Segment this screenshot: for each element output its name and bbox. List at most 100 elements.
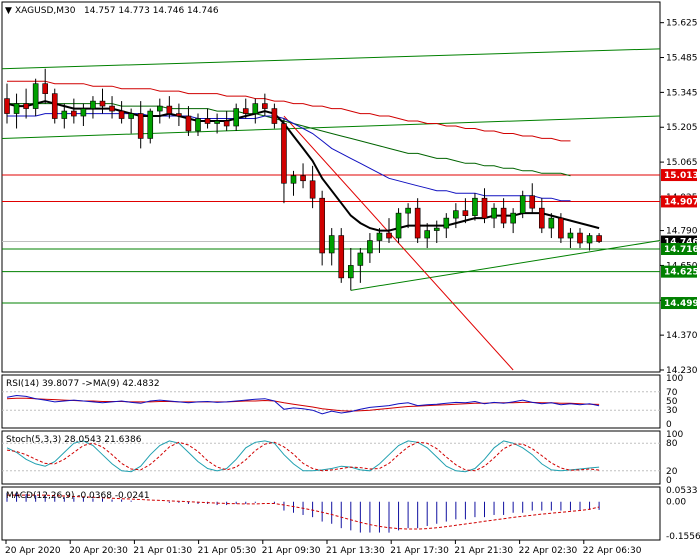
candle-body[interactable] (71, 110, 77, 117)
candle-body[interactable] (481, 197, 488, 219)
candle-body[interactable] (357, 252, 364, 266)
candle-body[interactable] (433, 227, 440, 231)
candle-body[interactable] (472, 197, 478, 216)
candle-body[interactable] (262, 103, 268, 109)
candle-body[interactable] (376, 232, 383, 241)
candle-body[interactable] (500, 207, 507, 224)
candle-body[interactable] (510, 212, 516, 224)
candle-body[interactable] (137, 113, 144, 139)
mid-trendline (1, 115, 661, 139)
candle-body[interactable] (252, 103, 259, 114)
symbol-label: XAGUSD,M30 (15, 6, 76, 16)
candle-body[interactable] (548, 217, 555, 229)
level-badge (661, 169, 697, 182)
candle-body[interactable] (558, 217, 564, 239)
price-axis-label: 14.790 (666, 227, 698, 237)
candle-body[interactable] (214, 120, 220, 124)
candle-body[interactable] (32, 83, 39, 109)
candle-body[interactable] (13, 103, 20, 114)
candle-body[interactable] (319, 197, 325, 254)
candle-body[interactable] (443, 217, 450, 229)
macd-signal-line (7, 494, 600, 530)
candle-body[interactable] (414, 207, 421, 239)
candle-body[interactable] (367, 240, 373, 254)
candle-body[interactable] (166, 105, 173, 114)
macd-axis-label: 0.00 (666, 498, 686, 508)
candle-body[interactable] (281, 123, 287, 184)
candle-body[interactable] (157, 105, 163, 112)
candle-body[interactable] (118, 110, 125, 119)
candle-body[interactable] (204, 118, 211, 124)
candle-body[interactable] (242, 108, 249, 114)
time-axis-label: 22 Apr 02:30 (519, 546, 578, 556)
falling-trendline (283, 115, 514, 371)
candle-body[interactable] (577, 232, 583, 244)
time-axis-label: 21 Apr 17:30 (390, 546, 449, 556)
chart-menu-icon[interactable]: ▼ (5, 6, 12, 16)
candle-body[interactable] (405, 207, 411, 214)
candle-body[interactable] (386, 232, 392, 239)
candle-body[interactable] (80, 108, 87, 117)
time-axis: 20 Apr 2020 20 Apr 20:30 21 Apr 01:30 21 Ap… (5, 540, 642, 556)
candle-body[interactable] (185, 115, 192, 132)
candle-body[interactable] (309, 180, 316, 199)
candle-body[interactable] (195, 118, 201, 132)
time-axis-label: 20 Apr 20:30 (69, 546, 128, 556)
candle-body[interactable] (596, 235, 602, 242)
candle-body[interactable] (4, 98, 10, 114)
stoch-k-line (6, 440, 600, 473)
candle-body[interactable] (462, 210, 469, 216)
candle-body[interactable] (328, 235, 335, 254)
candle-body[interactable] (90, 100, 96, 109)
macd-axis-label: -0.1556 (666, 532, 700, 542)
candle-body[interactable] (347, 265, 354, 279)
indicator-series (2, 391, 660, 533)
candle-body[interactable] (223, 120, 230, 127)
candle-body[interactable] (233, 108, 239, 127)
candle-body[interactable] (271, 108, 278, 124)
level-badge-value: 14.746 (664, 238, 699, 248)
macd-axis-label: 0.0533 (666, 486, 698, 496)
stoch-pane-frame (1, 430, 661, 485)
candle-body[interactable] (176, 113, 182, 117)
candle-body[interactable] (395, 212, 402, 239)
candle-body[interactable] (567, 232, 574, 239)
candle-body[interactable] (538, 207, 545, 229)
stoch-axis-label: 100 (666, 430, 683, 440)
time-axis-label: 21 Apr 01:30 (133, 546, 192, 556)
candle-body[interactable] (23, 103, 29, 109)
candle-body[interactable] (99, 100, 106, 107)
candle-body[interactable] (519, 195, 526, 214)
level-badge (661, 297, 697, 310)
time-axis-label: 21 Apr 13:30 (326, 546, 385, 556)
level-badge-value: 14.499 (664, 299, 699, 309)
candle-body[interactable] (290, 175, 297, 184)
stoch-label: Stoch(5,3,3) 28.0543 21.6386 (6, 435, 142, 445)
candle-body[interactable] (300, 175, 306, 182)
candle-body[interactable] (424, 230, 431, 239)
level-badge (661, 195, 697, 208)
candlesticks[interactable] (4, 68, 602, 291)
candle-body[interactable] (586, 235, 593, 244)
candle-body[interactable] (147, 110, 154, 139)
rsi-axis-label: 0 (666, 420, 672, 430)
candle-body[interactable] (51, 93, 58, 119)
candle-body[interactable] (453, 210, 459, 219)
candle-body[interactable] (109, 105, 115, 112)
ma-black-line (6, 100, 600, 232)
price-axis-label: 15.205 (666, 123, 698, 133)
price-axis-label: 15.065 (666, 158, 698, 168)
price-axis-label: 15.625 (666, 19, 698, 29)
candle-body[interactable] (128, 113, 134, 119)
candle-body[interactable] (491, 207, 497, 219)
candle-body[interactable] (42, 83, 49, 94)
price-axis-label: 15.345 (666, 88, 698, 98)
rsi-axis-label: 100 (666, 374, 683, 384)
time-axis-label: 22 Apr 06:30 (583, 546, 642, 556)
candle-body[interactable] (338, 235, 345, 279)
candle-body[interactable] (61, 110, 68, 119)
level-badge (661, 265, 697, 278)
candle-body[interactable] (529, 195, 536, 209)
rsi-axis-label: 30 (666, 406, 678, 416)
